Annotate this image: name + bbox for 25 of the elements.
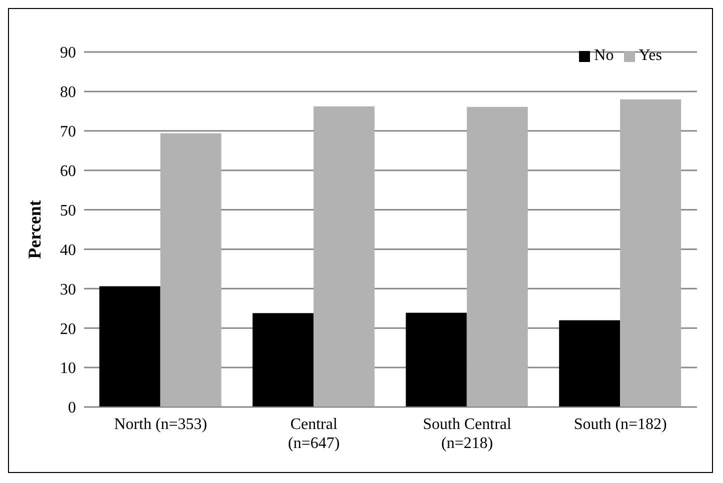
y-tick-label: 20 (60, 320, 76, 338)
bar (406, 312, 467, 407)
bar (314, 106, 375, 407)
y-tick-label: 0 (68, 400, 76, 417)
y-tick-label: 10 (60, 360, 76, 378)
bar (620, 99, 682, 407)
y-axis-title: Percent (24, 200, 44, 259)
y-tick-label: 40 (60, 242, 76, 259)
y-tick-label: 90 (60, 44, 76, 62)
x-tick-label: Central (n=647) (288, 416, 340, 452)
legend-label: No (594, 47, 614, 64)
bar (252, 313, 314, 407)
y-tick-label: 80 (60, 84, 76, 102)
bar (559, 320, 620, 407)
x-tick-label: South (n=182) (574, 416, 667, 433)
bar (99, 286, 160, 407)
y-tick-label: 60 (60, 163, 76, 180)
y-tick-label: 50 (60, 202, 76, 220)
x-tick-label: South Central (n=218) (422, 416, 512, 452)
x-tick-label: North (n=353) (114, 416, 208, 433)
bar (466, 106, 528, 407)
y-tick-label: 70 (60, 124, 76, 141)
bar (160, 133, 222, 407)
y-tick-label: 30 (60, 281, 76, 298)
legend-label: Yes (638, 47, 662, 64)
